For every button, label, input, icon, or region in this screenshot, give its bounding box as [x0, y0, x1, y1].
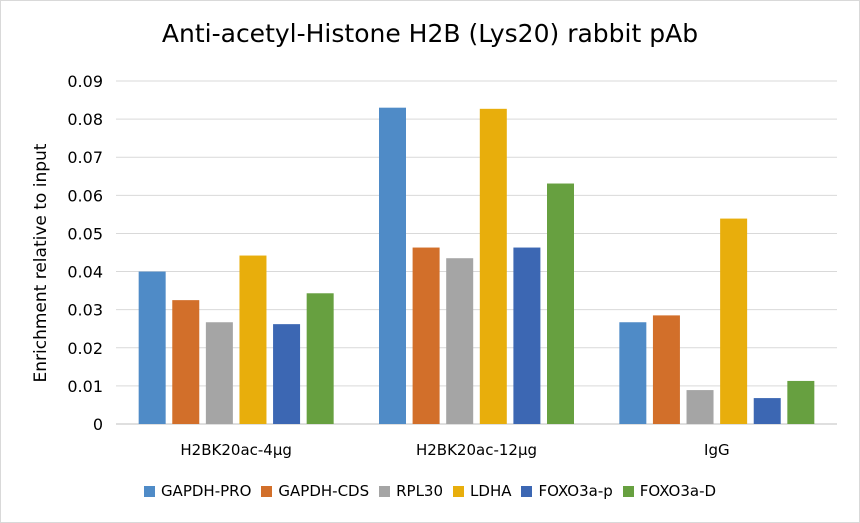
- y-tick-label: 0.09: [67, 72, 103, 91]
- y-tick-label: 0.06: [67, 186, 103, 205]
- legend-label: LDHA: [470, 482, 512, 500]
- bar-foxo3a-p: [753, 398, 781, 424]
- bar-gapdh-cds: [652, 315, 680, 424]
- legend-label: FOXO3a-p: [538, 482, 613, 500]
- legend-item: GAPDH-PRO: [143, 482, 252, 500]
- legend-label: RPL30: [396, 482, 444, 500]
- bar-rpl30: [446, 258, 474, 424]
- bar-gapdh-pro: [379, 107, 406, 424]
- legend-swatch: [521, 485, 533, 497]
- legend-item: GAPDH-CDS: [261, 482, 369, 500]
- y-tick-label: 0: [93, 415, 103, 434]
- legend-swatch: [261, 485, 273, 497]
- bar-ldha: [239, 255, 267, 424]
- y-tick-label: 0.08: [67, 110, 103, 129]
- bar-gapdh-pro: [619, 322, 647, 424]
- bar-gapdh-cds: [172, 300, 200, 424]
- bar-ldha: [720, 218, 748, 424]
- bar-rpl30: [686, 390, 714, 424]
- y-tick-label: 0.03: [67, 301, 103, 320]
- bar-foxo3a-d: [306, 293, 334, 424]
- legend-item: LDHA: [453, 482, 511, 500]
- bar-gapdh-cds: [412, 247, 440, 424]
- x-tick-label: H2BK20ac-4µg: [180, 441, 292, 459]
- legend-swatch: [379, 485, 391, 497]
- bar-foxo3a-p: [513, 247, 541, 424]
- bar-rpl30: [205, 322, 233, 424]
- bar-gapdh-pro: [138, 271, 166, 424]
- bar-foxo3a-d: [547, 183, 574, 424]
- y-tick-label: 0.04: [67, 263, 103, 282]
- bar-foxo3a-p: [273, 324, 301, 424]
- x-tick-label: IgG: [704, 441, 730, 459]
- legend-label: FOXO3a-D: [639, 482, 717, 500]
- y-tick-label: 0.07: [67, 148, 103, 167]
- legend-label: GAPDH-CDS: [278, 482, 370, 500]
- legend-swatch: [143, 485, 155, 497]
- legend-item: FOXO3a-p: [521, 482, 613, 500]
- legend-label: GAPDH-PRO: [160, 482, 252, 500]
- legend: GAPDH-PRO GAPDH-CDS RPL30 LDHA FOXO3a-p FOXO3…: [1, 482, 859, 500]
- chart-title: Anti-acetyl-Histone H2B (Lys20) rabbit p…: [161, 19, 699, 48]
- x-tick-label: H2BK20ac-12µg: [416, 441, 537, 459]
- legend-item: RPL30: [379, 482, 443, 500]
- y-tick-label: 0.02: [67, 339, 103, 358]
- legend-swatch: [622, 485, 634, 497]
- y-tick-label: 0.01: [67, 377, 103, 396]
- legend-swatch: [453, 485, 465, 497]
- bar-ldha: [479, 108, 507, 425]
- y-tick-label: 0.05: [67, 224, 103, 243]
- bar-foxo3a-d: [787, 380, 815, 424]
- legend-item: FOXO3a-D: [622, 482, 717, 500]
